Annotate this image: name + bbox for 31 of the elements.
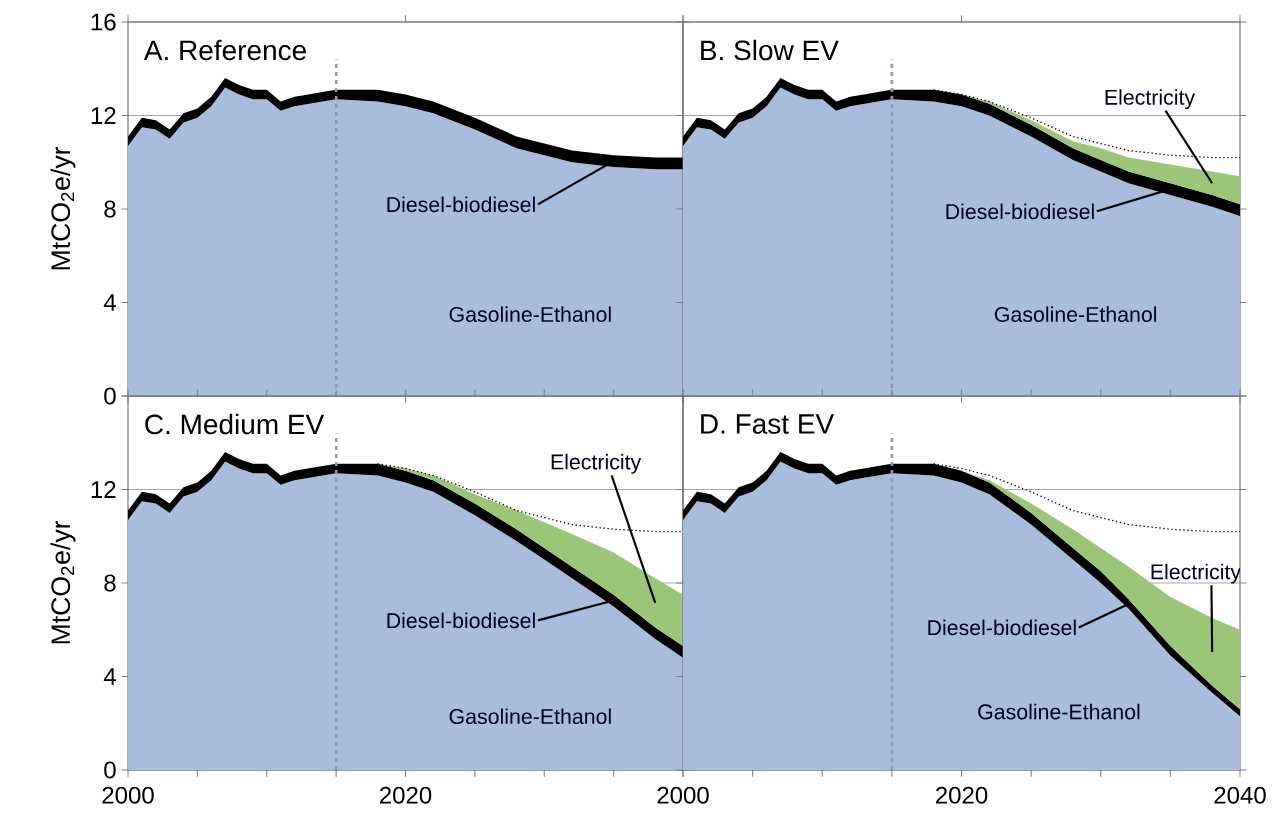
series-label: Electricity	[1105, 89, 1196, 110]
legend-label: Diesel-biodiesel	[946, 203, 1094, 220]
text: C. Medium EV	[145, 413, 325, 435]
y-tick-label: 12	[91, 481, 116, 498]
y-tick-label: 0	[104, 761, 116, 779]
y-tick-label: 12	[91, 107, 116, 124]
y-tick-label: 0	[104, 387, 116, 405]
text: D. Fast EV	[701, 414, 835, 434]
y-axis-title: MtCO$_{2}$e/yr	[50, 146, 76, 270]
y-tick-label: 16	[91, 13, 116, 31]
x-tick-label: 2020	[936, 786, 988, 804]
y-axis-title: MtCO$_{2}$e/yr	[50, 520, 76, 644]
series-label: Gasoline-Ethanol	[978, 703, 1140, 720]
x-tick-label: 2000	[657, 786, 709, 804]
text: A. Reference	[143, 39, 306, 61]
x-tick-label: 2020	[380, 786, 432, 804]
y-tick-label: 8	[104, 200, 116, 218]
legend-label: Diesel-biodiesel	[387, 612, 535, 629]
series-label: Gasoline-Ethanol	[449, 306, 611, 323]
y-tick-label: 8	[104, 574, 116, 592]
series-label: Electricity	[1151, 563, 1242, 584]
x-tick-label: 2000	[102, 786, 154, 804]
series-label: Gasoline-Ethanol	[994, 306, 1157, 323]
series-label: Gasoline-Ethanol	[449, 708, 611, 725]
y-tick-label: 4	[103, 668, 116, 685]
y-tick-label: 4	[103, 294, 116, 311]
series-label: Diesel-biodiesel	[387, 196, 535, 213]
text: Electricity	[551, 453, 642, 474]
text: B. Slow EV	[701, 39, 839, 61]
legend-label: Diesel-biodiesel	[928, 619, 1076, 636]
x-tick-label: 2040	[1214, 786, 1266, 804]
